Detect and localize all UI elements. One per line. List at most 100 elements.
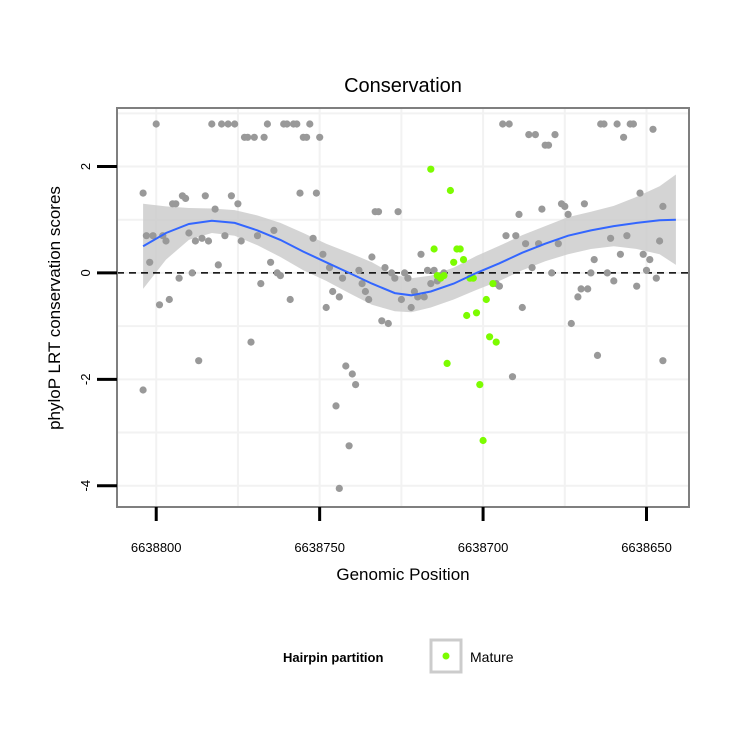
data-point bbox=[257, 280, 265, 288]
data-point bbox=[420, 293, 428, 301]
legend-label-mature: Mature bbox=[470, 649, 514, 665]
data-point bbox=[495, 282, 503, 290]
x-tick-label: 6638700 bbox=[458, 540, 509, 555]
data-point bbox=[522, 240, 530, 248]
mature-point bbox=[450, 258, 458, 266]
data-point bbox=[345, 442, 353, 450]
panel-border bbox=[116, 107, 690, 508]
data-point bbox=[316, 133, 324, 141]
data-point bbox=[499, 120, 507, 128]
data-point bbox=[312, 189, 320, 197]
data-point bbox=[335, 293, 343, 301]
data-point bbox=[211, 205, 219, 213]
data-point bbox=[247, 338, 255, 346]
data-point bbox=[378, 317, 386, 325]
data-point bbox=[407, 303, 415, 312]
y-tick-label: 2 bbox=[78, 163, 93, 170]
data-point bbox=[332, 402, 340, 410]
mature-point bbox=[430, 245, 438, 253]
data-point bbox=[574, 293, 582, 301]
data-point bbox=[182, 194, 190, 202]
data-point bbox=[580, 200, 589, 208]
data-point bbox=[528, 264, 536, 272]
data-point bbox=[577, 285, 585, 293]
mature-point bbox=[476, 381, 484, 389]
data-point bbox=[620, 133, 628, 141]
data-point bbox=[201, 192, 209, 200]
data-point bbox=[325, 264, 334, 272]
data-point bbox=[358, 280, 366, 288]
data-point bbox=[593, 351, 602, 359]
data-point bbox=[531, 131, 540, 139]
data-point bbox=[142, 232, 150, 240]
data-point bbox=[198, 234, 206, 242]
y-tick-label: 0 bbox=[78, 269, 93, 276]
data-point bbox=[381, 264, 389, 272]
data-point bbox=[525, 131, 533, 139]
data-point bbox=[260, 133, 268, 141]
data-point bbox=[155, 301, 164, 309]
loess-fit-line bbox=[142, 218, 676, 297]
data-point bbox=[649, 125, 657, 133]
data-point bbox=[342, 362, 350, 370]
data-point bbox=[397, 295, 405, 304]
data-point bbox=[139, 189, 147, 197]
data-point bbox=[231, 120, 239, 128]
data-point bbox=[276, 272, 284, 280]
mature-point bbox=[456, 245, 464, 253]
data-point bbox=[221, 232, 229, 240]
data-point bbox=[146, 258, 154, 266]
data-point bbox=[551, 131, 559, 139]
data-point bbox=[185, 229, 193, 237]
data-point bbox=[639, 250, 647, 258]
mature-point bbox=[427, 165, 435, 173]
data-point bbox=[417, 250, 425, 258]
y-tick-label: -2 bbox=[78, 374, 93, 386]
data-point bbox=[322, 303, 330, 312]
data-point bbox=[250, 133, 258, 141]
data-point bbox=[659, 357, 667, 365]
data-point bbox=[430, 266, 438, 274]
y-tick-label: -4 bbox=[78, 480, 93, 492]
data-point bbox=[633, 282, 641, 290]
data-point bbox=[505, 120, 513, 128]
mature-point bbox=[469, 274, 477, 282]
data-point bbox=[165, 295, 173, 304]
data-point bbox=[518, 303, 526, 312]
data-point bbox=[306, 120, 314, 128]
mature-point bbox=[479, 436, 487, 445]
mature-point bbox=[440, 272, 448, 280]
x-tick-label: 6638800 bbox=[131, 540, 182, 555]
data-point bbox=[191, 237, 199, 245]
data-point bbox=[548, 269, 556, 277]
data-point bbox=[554, 240, 562, 248]
data-point bbox=[309, 234, 317, 242]
data-point bbox=[149, 232, 157, 240]
data-point bbox=[253, 232, 262, 240]
data-point bbox=[365, 295, 373, 304]
confidence-ribbon bbox=[143, 174, 676, 313]
data-point bbox=[567, 319, 575, 328]
data-point bbox=[656, 237, 664, 245]
data-points bbox=[139, 120, 667, 492]
data-point bbox=[587, 269, 595, 277]
data-point bbox=[286, 295, 294, 304]
data-point bbox=[208, 120, 216, 128]
data-point bbox=[512, 232, 520, 240]
data-point bbox=[590, 256, 598, 264]
x-axis: 6638800 6638750 6638700 6638650 bbox=[131, 507, 672, 555]
data-point bbox=[388, 269, 396, 277]
data-point bbox=[348, 370, 356, 378]
data-point bbox=[293, 120, 301, 128]
data-point bbox=[538, 205, 546, 213]
data-point bbox=[642, 266, 651, 274]
x-tick-label: 6638650 bbox=[621, 540, 672, 555]
data-point bbox=[584, 285, 592, 293]
data-point bbox=[234, 200, 242, 208]
mature-point bbox=[443, 359, 451, 367]
data-point bbox=[629, 120, 638, 128]
data-point bbox=[427, 280, 435, 288]
data-point bbox=[636, 189, 644, 197]
y-axis-title: phyloP LRT conservation scores bbox=[45, 186, 64, 430]
